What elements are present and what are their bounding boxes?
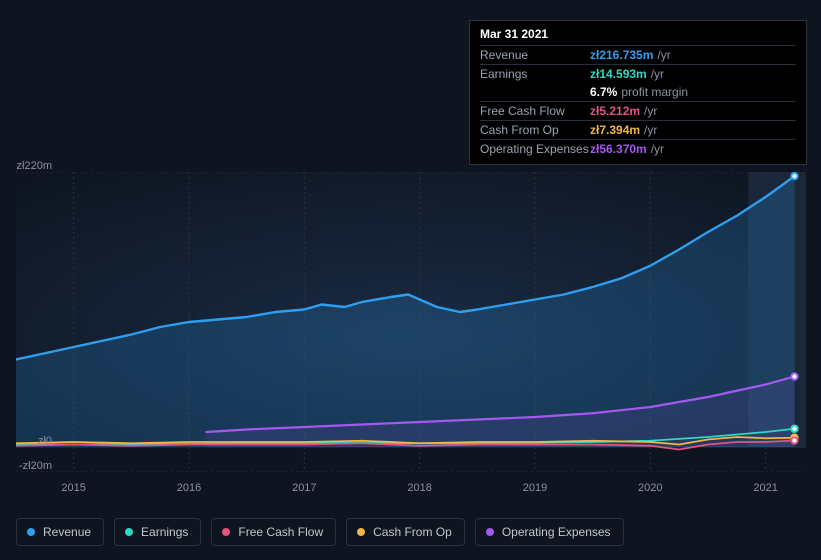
series-endpoint-fcf bbox=[791, 437, 797, 443]
legend: Revenue Earnings Free Cash Flow Cash From O… bbox=[16, 518, 624, 546]
tooltip-row-value: zł5.212m bbox=[590, 104, 640, 118]
x-tick-label: 2018 bbox=[407, 482, 431, 494]
tooltip-row-unit: /yr bbox=[644, 104, 657, 118]
legend-item-cfo[interactable]: Cash From Op bbox=[346, 518, 465, 546]
y-tick-label: zł0 bbox=[0, 435, 52, 447]
tooltip-row-label: Revenue bbox=[480, 48, 590, 62]
hover-tooltip: Mar 31 2021 Revenuezł216.735m/yrEarnings… bbox=[469, 20, 807, 165]
x-tick-label: 2019 bbox=[523, 482, 547, 494]
tooltip-row-label: Free Cash Flow bbox=[480, 104, 590, 118]
tooltip-row-value: zł14.593m bbox=[590, 67, 647, 81]
x-axis-labels: 2015 2016 2017 2018 2019 2020 2021 bbox=[16, 482, 806, 498]
tooltip-row: Earningszł14.593m/yr bbox=[480, 64, 796, 83]
x-tick-label: 2015 bbox=[61, 482, 85, 494]
tooltip-date: Mar 31 2021 bbox=[480, 27, 796, 41]
legend-label: Operating Expenses bbox=[502, 525, 611, 539]
tooltip-row-label: Operating Expenses bbox=[480, 142, 590, 156]
legend-dot-icon bbox=[27, 528, 35, 536]
x-tick-label: 2021 bbox=[753, 482, 777, 494]
legend-dot-icon bbox=[357, 528, 365, 536]
x-tick-label: 2020 bbox=[638, 482, 662, 494]
series-endpoint-earnings bbox=[791, 426, 797, 432]
x-tick-label: 2017 bbox=[292, 482, 316, 494]
tooltip-row: Free Cash Flowzł5.212m/yr bbox=[480, 101, 796, 120]
tooltip-row-label: Earnings bbox=[480, 67, 590, 81]
tooltip-row: Operating Expenseszł56.370m/yr bbox=[480, 139, 796, 158]
chart-plot[interactable] bbox=[16, 172, 806, 472]
legend-item-earnings[interactable]: Earnings bbox=[114, 518, 201, 546]
legend-label: Cash From Op bbox=[373, 525, 452, 539]
legend-dot-icon bbox=[222, 528, 230, 536]
legend-item-opexp[interactable]: Operating Expenses bbox=[475, 518, 624, 546]
y-tick-label: zł220m bbox=[0, 160, 52, 172]
tooltip-row-unit: /yr bbox=[644, 123, 657, 137]
tooltip-row-unit: profit margin bbox=[621, 85, 688, 99]
tooltip-row: 6.7% profit margin bbox=[480, 83, 796, 101]
tooltip-row-unit: /yr bbox=[651, 142, 664, 156]
tooltip-row: Revenuezł216.735m/yr bbox=[480, 45, 796, 64]
legend-dot-icon bbox=[125, 528, 133, 536]
legend-dot-icon bbox=[486, 528, 494, 536]
tooltip-rows: Revenuezł216.735m/yrEarningszł14.593m/yr… bbox=[480, 45, 796, 158]
series-endpoint-opexp bbox=[791, 373, 797, 379]
tooltip-row-unit: /yr bbox=[657, 48, 670, 62]
tooltip-row-value: zł56.370m bbox=[590, 142, 647, 156]
tooltip-row-value: zł7.394m bbox=[590, 123, 640, 137]
legend-item-fcf[interactable]: Free Cash Flow bbox=[211, 518, 336, 546]
y-tick-label: -zł20m bbox=[0, 460, 52, 472]
series-endpoint-revenue bbox=[791, 173, 797, 179]
finance-chart-panel: Mar 31 2021 Revenuezł216.735m/yrEarnings… bbox=[0, 0, 821, 560]
tooltip-row-label: Cash From Op bbox=[480, 123, 590, 137]
legend-item-revenue[interactable]: Revenue bbox=[16, 518, 104, 546]
tooltip-row-value: zł216.735m bbox=[590, 48, 653, 62]
tooltip-row: Cash From Opzł7.394m/yr bbox=[480, 120, 796, 139]
tooltip-row-value: 6.7% bbox=[590, 85, 617, 99]
legend-label: Earnings bbox=[141, 525, 188, 539]
legend-label: Free Cash Flow bbox=[238, 525, 323, 539]
x-tick-label: 2016 bbox=[177, 482, 201, 494]
tooltip-row-unit: /yr bbox=[651, 67, 664, 81]
legend-label: Revenue bbox=[43, 525, 91, 539]
